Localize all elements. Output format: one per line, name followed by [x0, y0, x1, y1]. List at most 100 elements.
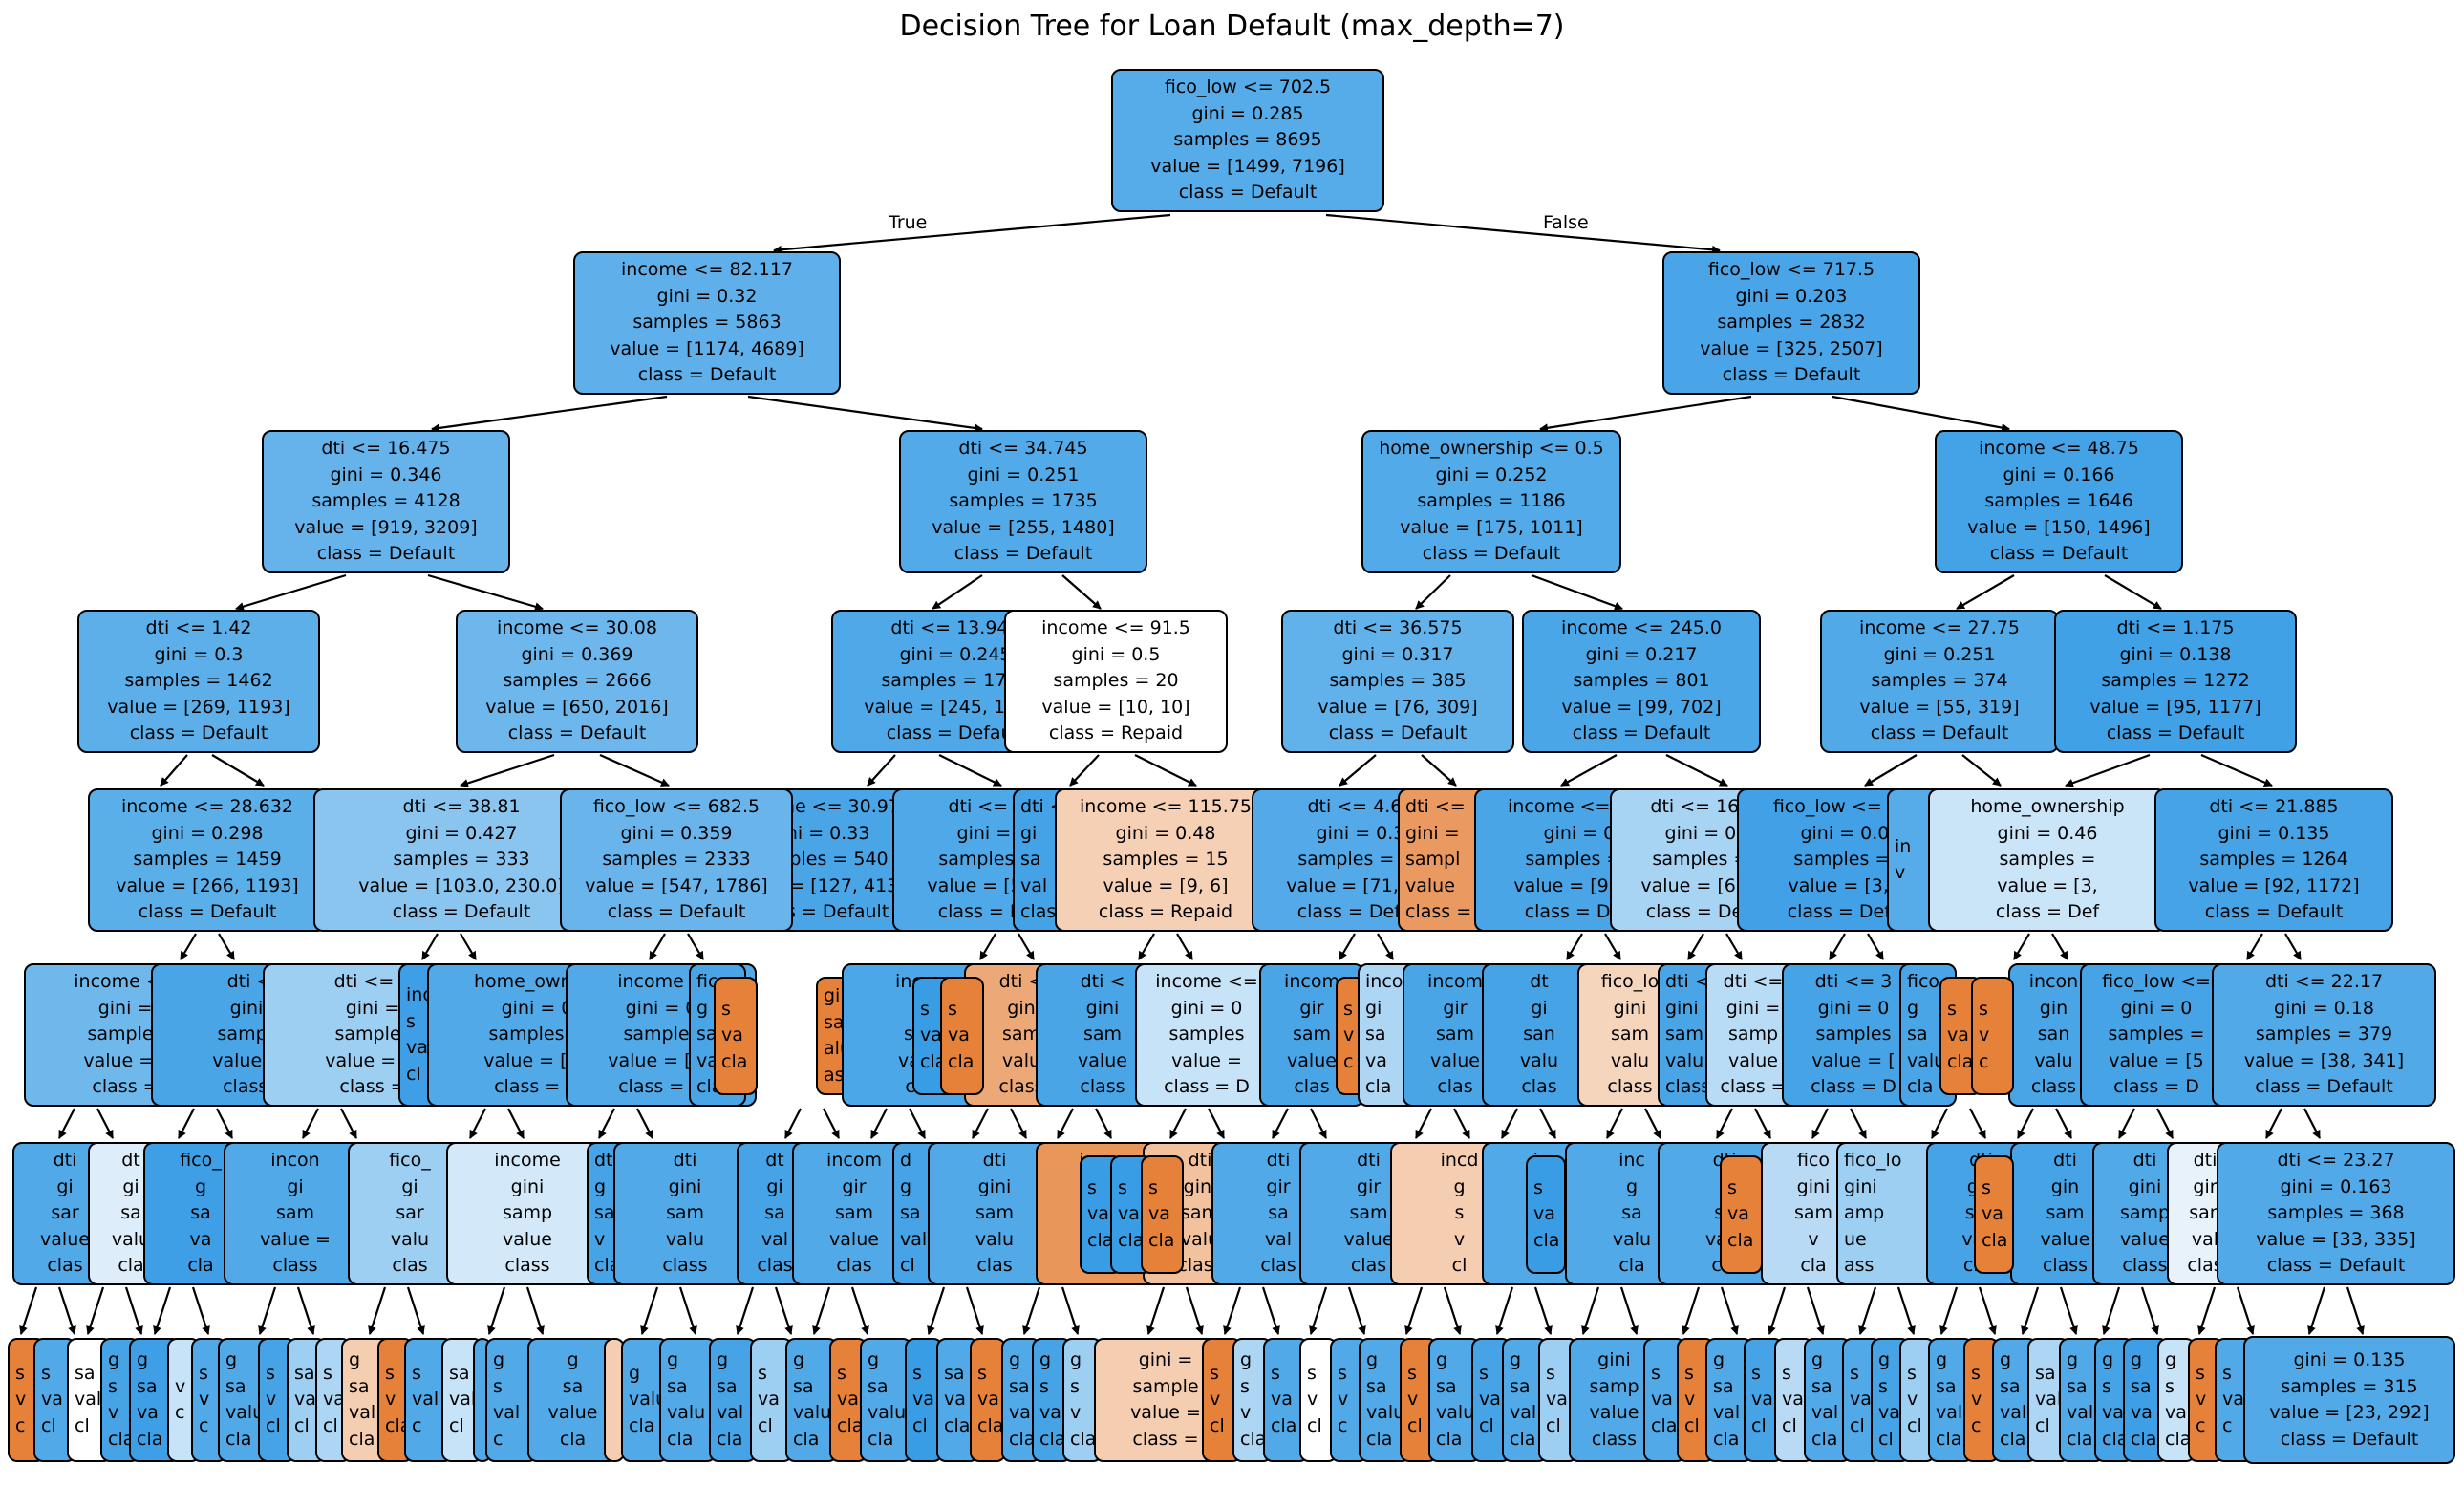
tree-node-line: samp	[1727, 1024, 1779, 1045]
tree-edge	[649, 933, 666, 960]
tree-edge	[1560, 754, 1618, 787]
tree-node-line: clas	[1294, 1076, 1330, 1098]
tree-edge	[1961, 754, 2002, 787]
tree-node-line: cla	[629, 1414, 655, 1436]
tree-node-line: s	[108, 1375, 118, 1397]
tree-node-line: gini = 0.18	[2274, 997, 2374, 1019]
tree-node-line: s	[1979, 998, 1988, 1020]
tree-node-line: samples = 374	[1871, 670, 2008, 692]
tree-node-line: sa	[1436, 1375, 1457, 1397]
tree-edge	[2140, 1286, 2159, 1335]
tree-node-line: income <= 91.5	[1041, 617, 1190, 639]
tree-node-line: class = Default	[637, 364, 777, 386]
tree-edge	[972, 1108, 989, 1139]
tree-node-line: value = [10, 10]	[1041, 696, 1190, 718]
tree-node-line: gini = 0	[625, 997, 697, 1019]
tree-node-line: gini = 0.217	[1585, 643, 1698, 665]
tree-node-line: sa	[1366, 1375, 1387, 1397]
tree-node-line: dti <= 36.575	[1333, 617, 1463, 639]
tree-node-line: cla	[118, 1255, 144, 1277]
tree-node-line: class = D	[494, 1076, 580, 1098]
tree-node-line: c	[2222, 1414, 2233, 1436]
tree-node-line: s	[1210, 1362, 1219, 1384]
tree-node-line: cl	[1546, 1414, 1561, 1436]
tree-node: g sa valu cla	[659, 1338, 717, 1462]
tree-edge	[431, 395, 668, 433]
tree-node-line: va	[2165, 1402, 2187, 1423]
tree-edge	[1811, 1108, 1829, 1139]
tree-node: fico_low <= 702.5 gini = 0.285 samples = 8…	[1111, 69, 1384, 212]
tree-node-line: g	[1240, 1349, 1253, 1370]
tree-node-line: s	[1651, 1362, 1661, 1384]
tree-node-line: val	[2067, 1402, 2094, 1423]
tree-node-line: fico	[1907, 971, 1940, 993]
tree-edge	[340, 1108, 357, 1139]
tree-edge	[909, 1108, 926, 1139]
tree-node: incon gi sam value = class	[224, 1142, 367, 1285]
tree-node-line: value = [38, 341]	[2243, 1049, 2405, 1071]
tree-node-line: sa	[225, 1375, 246, 1397]
tree-node: fico_low <= gini = 0 samples = value = [5 cl…	[2080, 963, 2233, 1107]
tree-node-line: va	[944, 1389, 966, 1411]
tree-edge	[1956, 574, 2015, 610]
tree-node: s va cla	[940, 977, 984, 1095]
tree-edge	[19, 1286, 38, 1335]
tree-node-line: cla	[948, 1050, 975, 1072]
tree-node-line: cla	[2131, 1428, 2157, 1450]
tree-node-line: va	[2131, 1402, 2153, 1423]
tree-node-line: va	[758, 1389, 780, 1411]
tree-node-line: class	[998, 1076, 1044, 1098]
tree-node-line: cl	[1210, 1414, 1225, 1436]
tree-node-line: valu	[1610, 1049, 1650, 1071]
tree-node-line: v	[1895, 862, 1906, 883]
tree-node-line: fico_low <= 682.5	[592, 796, 761, 818]
tree-node: income <= 115.75 gini = 0.48 samples = 15 v…	[1055, 788, 1276, 932]
tree-node: dti <= 16.475 gini = 0.346 samples = 4128 v…	[262, 430, 510, 573]
tree-node-line: cla	[1070, 1428, 1097, 1450]
tree-edge	[296, 1286, 315, 1335]
tree-node-line: samples	[1815, 1024, 1892, 1045]
tree-node-line: class	[504, 1255, 550, 1277]
tree-edge	[938, 754, 1002, 787]
tree-node-line: fico_low <= 717.5	[1707, 259, 1875, 281]
tree-node-line: valu	[2034, 1049, 2073, 1071]
tree-node-line: va	[912, 1389, 934, 1411]
edge-group	[19, 213, 2365, 1335]
tree-edge	[1850, 1108, 1867, 1139]
tree-edge	[2102, 1286, 2121, 1335]
tree-node-line: g	[900, 1175, 912, 1197]
tree-node-line: dti	[2132, 1150, 2157, 1172]
tree-edge	[598, 1108, 615, 1139]
tree-node-line: s	[1148, 1176, 1158, 1198]
tree-node-line: cla	[1651, 1414, 1678, 1436]
tree-node-line: v	[594, 1228, 606, 1250]
tree-node-line: sa	[349, 1375, 370, 1397]
tree-edge	[1453, 1108, 1470, 1139]
tree-node-line: cla	[1982, 1229, 2008, 1251]
tree-node-line: va	[1009, 1402, 1031, 1423]
tree-edge	[211, 754, 265, 787]
tree-node-line: gini = 0.427	[405, 822, 518, 844]
tree-node-line: class =	[339, 1076, 406, 1098]
tree-edge	[525, 1286, 545, 1335]
tree-edge	[687, 933, 704, 960]
tree-edge	[421, 933, 439, 960]
tree-node-line: s	[2196, 1362, 2205, 1384]
tree-node-line: gini	[510, 1175, 545, 1197]
tree-node: income <= 245.0 gini = 0.217 samples = 801…	[1522, 610, 1761, 753]
tree-node-line: gini = 0.166	[2003, 463, 2115, 485]
tree-node-line: va	[1118, 1203, 1140, 1225]
tree-node-line: class = Default	[316, 543, 456, 565]
tree-node-line: gini =	[1138, 1349, 1193, 1370]
tree-node-line: dt	[121, 1150, 140, 1172]
tree-node-line: v	[1210, 1389, 1221, 1411]
tree-node-line: gini = 0.3	[154, 643, 244, 665]
tree-node-line: g	[1811, 1349, 1824, 1370]
tree-node-line: g	[696, 997, 709, 1019]
tree-node-line: valu	[111, 1228, 151, 1250]
tree-node-line: sa	[944, 1362, 965, 1384]
tree-node-line: val	[900, 1228, 928, 1250]
tree-node-line: cla	[2102, 1428, 2129, 1450]
tree-node-line: dti <= 38.81	[402, 796, 521, 818]
tree-node-line: s	[1782, 1362, 1791, 1384]
